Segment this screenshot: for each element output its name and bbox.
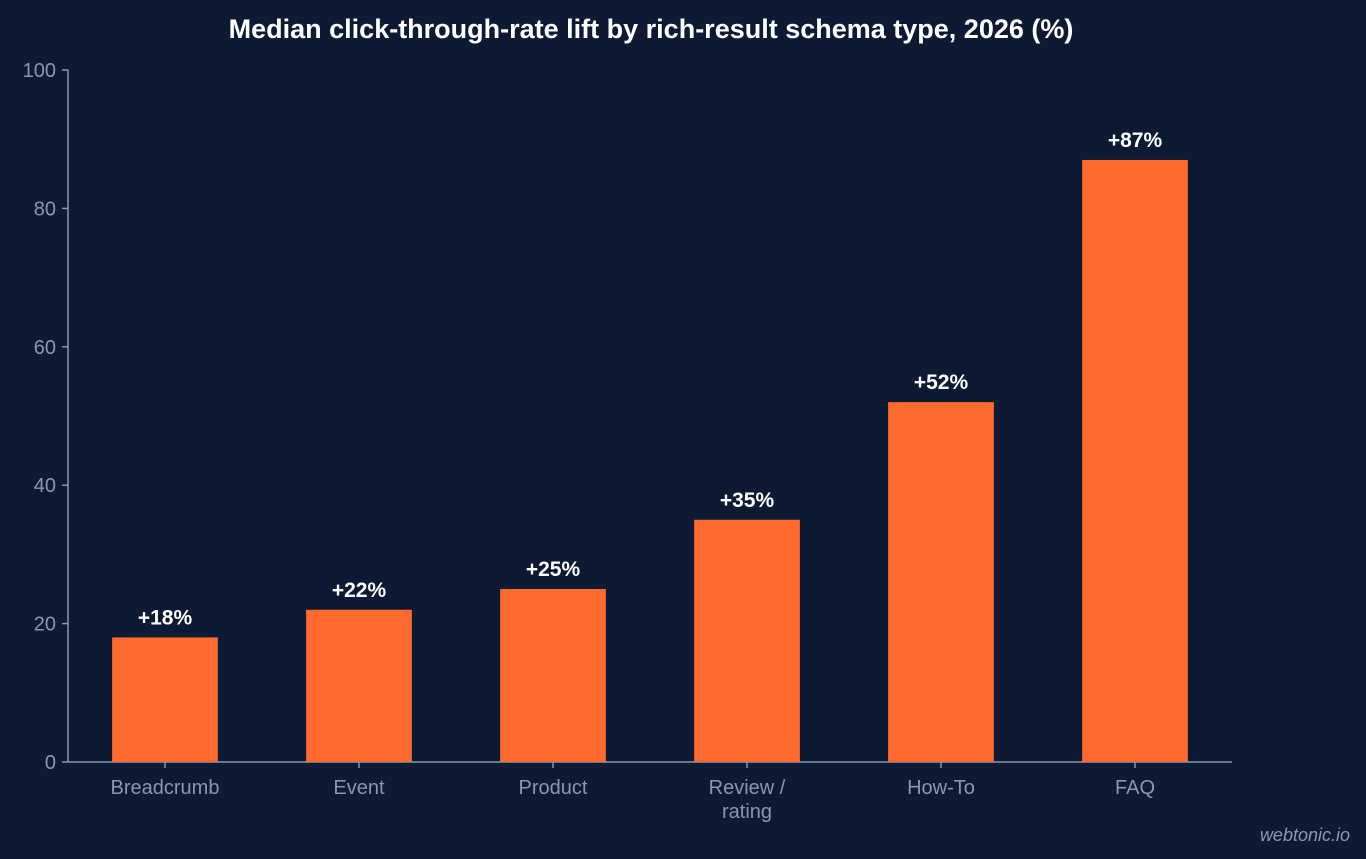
x-tick-label: FAQ xyxy=(1115,777,1155,799)
bar-value-label: +35% xyxy=(720,489,775,512)
x-tick-label: Breadcrumb xyxy=(111,777,220,799)
y-tick-label: 100 xyxy=(23,60,56,82)
x-tick-label-line: rating xyxy=(722,801,772,823)
x-axis: Breadcrumb Event Product Review / rating How-… xyxy=(68,761,1232,823)
y-tick-label: 60 xyxy=(34,337,56,359)
y-tick-label: 40 xyxy=(34,475,56,497)
data-labels: +18% +22% +25% +35% +52% +87% xyxy=(138,129,1163,629)
y-tick-label: 20 xyxy=(34,614,56,636)
bar xyxy=(306,609,412,762)
bar-value-label: +25% xyxy=(526,558,581,581)
bar xyxy=(112,637,218,762)
x-tick-label-line: FAQ xyxy=(1115,777,1155,799)
x-tick-label: Product xyxy=(519,777,588,799)
watermark: webtonic.io xyxy=(1260,825,1350,845)
x-tick-label-line: Review / xyxy=(709,777,786,799)
y-tick-label: 80 xyxy=(34,198,56,220)
x-tick-label: Event xyxy=(333,777,385,799)
chart-title: Median click-through-rate lift by rich-r… xyxy=(229,14,1074,44)
bar xyxy=(1082,159,1188,762)
bar-value-label: +18% xyxy=(138,606,193,629)
x-tick-label: How-To xyxy=(907,777,975,799)
x-tick-label-line: Event xyxy=(333,777,385,799)
bar-value-label: +22% xyxy=(332,579,387,602)
bars xyxy=(112,159,1188,762)
x-tick-label-line: How-To xyxy=(907,777,975,799)
x-tick-label: Review / rating xyxy=(709,777,786,823)
bar xyxy=(888,402,994,762)
bar-value-label: +87% xyxy=(1108,129,1163,152)
bar xyxy=(694,519,800,762)
bar xyxy=(500,589,606,762)
y-tick-label: 0 xyxy=(45,752,56,774)
x-tick-label-line: Product xyxy=(519,777,588,799)
y-axis: 0 20 40 60 80 100 xyxy=(23,60,69,774)
x-tick-label-line: Breadcrumb xyxy=(111,777,220,799)
bar-value-label: +52% xyxy=(914,371,969,394)
